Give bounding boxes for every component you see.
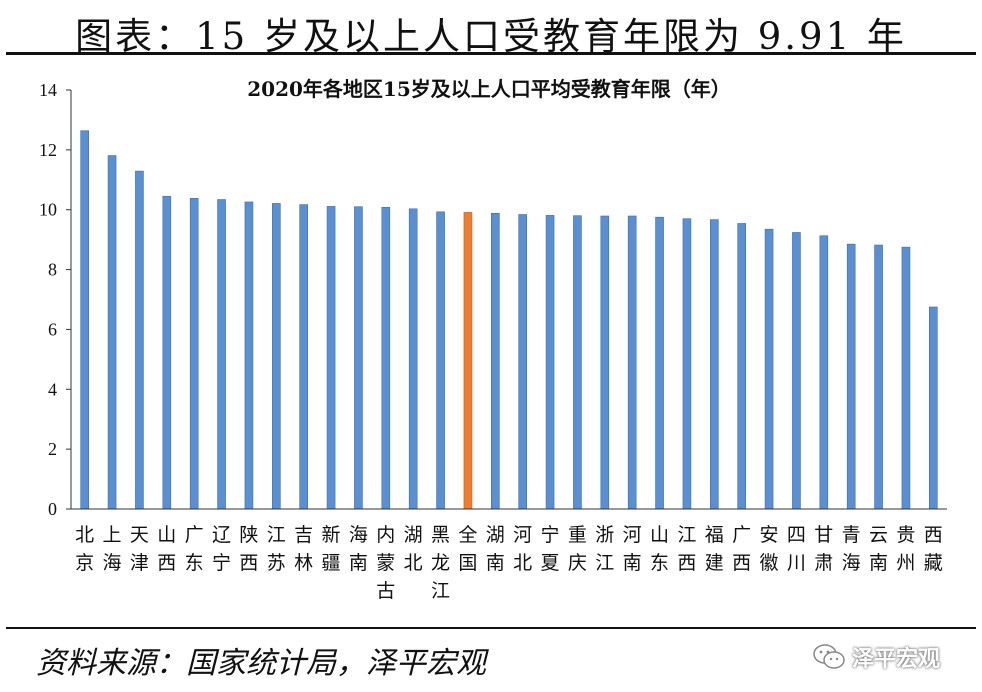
title-divider — [6, 52, 976, 55]
x-tick-label: 四川 — [787, 524, 806, 574]
x-tick-label: 湖南 — [486, 524, 505, 574]
bar — [655, 216, 664, 510]
bar — [491, 213, 500, 510]
x-tick-label: 黑龙江 — [431, 524, 450, 602]
bar — [819, 235, 829, 510]
bar — [299, 204, 308, 510]
x-tick-label: 辽宁 — [212, 524, 231, 574]
x-tick-label: 海南 — [349, 524, 368, 574]
y-axis: 0 2 4 6 8 10 12 14 — [39, 80, 72, 519]
watermark-text: 泽平宏观 — [852, 647, 941, 672]
x-tick-label: 上海 — [103, 524, 122, 574]
bar — [217, 199, 226, 510]
y-tick-label: 4 — [48, 379, 57, 399]
x-tick-label: 青海 — [842, 524, 861, 574]
bar — [354, 206, 363, 510]
bar — [135, 170, 144, 510]
x-tick-label: 新疆 — [322, 524, 341, 574]
x-tick-label: 湖北 — [404, 524, 423, 574]
x-tick-label: 天津 — [130, 524, 149, 574]
bar — [929, 306, 938, 510]
x-tick-label: 山西 — [157, 524, 176, 574]
x-tick-label: 广东 — [185, 524, 204, 574]
x-tick-label: 山东 — [650, 524, 669, 574]
x-tick-label: 北京 — [75, 524, 94, 574]
x-tick-label: 浙江 — [595, 524, 614, 574]
bar — [189, 198, 199, 510]
x-tick-label: 江苏 — [267, 524, 286, 574]
x-tick-label: 西藏 — [924, 524, 943, 574]
watermark: 泽平宏观 — [812, 641, 940, 673]
bar-chart: 2020年各地区15岁及以上人口平均受教育年限（年） 0 2 4 6 8 10 12 14 北… — [39, 77, 947, 602]
x-tick-label: 内蒙古 — [376, 524, 395, 602]
x-tick-label: 福建 — [705, 524, 724, 574]
bar — [710, 219, 719, 510]
x-tick-label: 重庆 — [568, 524, 587, 574]
bar — [107, 155, 117, 510]
bar — [600, 215, 610, 510]
x-tick-label: 吉林 — [294, 524, 313, 574]
x-tick-label: 甘肃 — [814, 524, 833, 574]
wechat-icon — [813, 644, 845, 669]
bar — [80, 130, 89, 510]
x-tick-label: 云南 — [869, 524, 888, 574]
bar — [326, 206, 336, 510]
y-tick-label: 6 — [48, 319, 57, 339]
x-tick-label: 广西 — [732, 524, 751, 574]
bar — [792, 232, 801, 510]
bar — [381, 207, 391, 510]
bars — [80, 130, 938, 510]
bar — [162, 195, 172, 510]
bar — [901, 246, 911, 510]
bar — [408, 208, 418, 510]
y-tick-label: 0 — [48, 499, 57, 519]
y-tick-label: 12 — [39, 140, 57, 160]
bar — [846, 243, 856, 510]
bar — [573, 215, 582, 510]
x-tick-label: 江西 — [677, 524, 696, 574]
y-tick-label: 10 — [39, 200, 57, 220]
bar — [682, 218, 692, 510]
footer-divider — [6, 627, 976, 629]
y-tick-label: 14 — [39, 80, 57, 100]
bar — [874, 244, 883, 510]
x-tick-label: 河南 — [623, 524, 642, 574]
bar — [737, 223, 746, 510]
bar — [518, 214, 527, 510]
bar — [436, 211, 445, 510]
bar — [244, 201, 254, 510]
bar — [463, 212, 473, 510]
x-tick-label: 贵州 — [896, 524, 915, 574]
bar — [545, 215, 555, 510]
page-title: 图表：15 岁及以上人口受教育年限为 9.91 年 — [75, 15, 907, 58]
source-note: 资料来源：国家统计局，泽平宏观 — [36, 646, 486, 681]
bar — [627, 215, 637, 510]
x-tick-label: 河北 — [513, 524, 532, 574]
y-tick-label: 8 — [48, 260, 57, 280]
bar — [764, 228, 774, 510]
x-tick-label: 陕西 — [239, 524, 258, 574]
x-tick-label: 全国 — [458, 524, 477, 574]
chart-title: 2020年各地区15岁及以上人口平均受教育年限（年） — [247, 77, 731, 101]
bar — [272, 203, 281, 510]
x-tick-label: 安徽 — [760, 524, 779, 574]
y-tick-label: 2 — [48, 439, 57, 459]
x-axis: 北京上海天津山西广东辽宁陕西江苏吉林新疆海南内蒙古湖北黑龙江全国湖南河北宁夏重庆… — [71, 508, 947, 602]
x-tick-label: 宁夏 — [541, 524, 560, 574]
